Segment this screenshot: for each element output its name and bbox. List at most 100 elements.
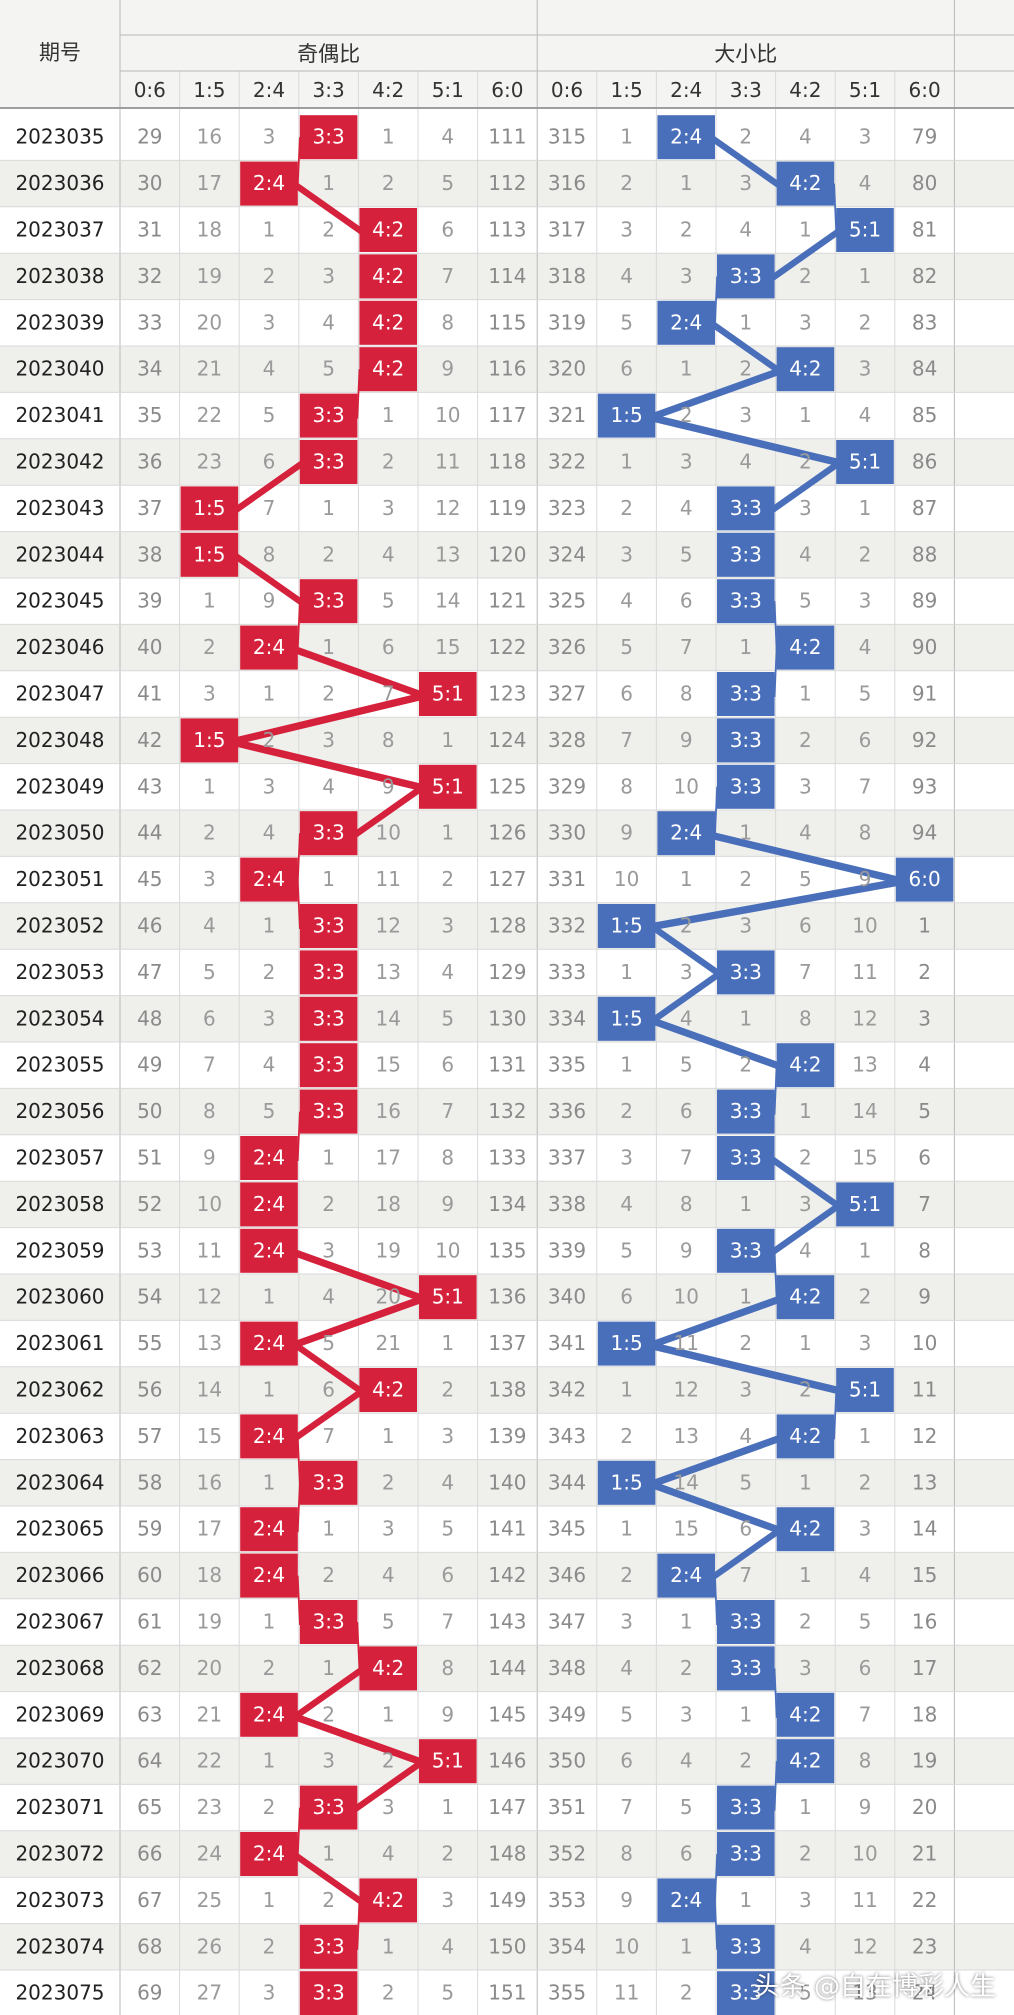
miss-count-cell: 80	[912, 171, 937, 195]
miss-count-cell: 5	[859, 1610, 872, 1634]
odd-even-hit-box	[359, 254, 417, 299]
big-small-hit-box	[717, 764, 775, 809]
miss-count-cell: 11	[197, 1238, 222, 1262]
miss-count-cell: 331	[548, 867, 586, 891]
miss-count-cell: 6	[441, 218, 454, 242]
miss-count-cell: 7	[322, 1424, 335, 1448]
miss-count-cell: 3	[263, 310, 276, 334]
miss-count-cell: 2	[322, 1702, 335, 1726]
miss-count-cell: 8	[680, 1192, 693, 1216]
odd-even-hit-label: 5:1	[432, 682, 464, 706]
miss-count-cell: 5	[799, 1981, 812, 2005]
miss-count-cell: 4	[382, 1563, 395, 1587]
miss-count-cell: 1	[382, 1702, 395, 1726]
miss-count-cell: 353	[548, 1888, 586, 1912]
watermark-text: 头条 @自在博彩人生	[753, 1972, 996, 2002]
period-cell: 2023056	[15, 1099, 104, 1123]
miss-count-cell: 328	[548, 728, 586, 752]
big-small-hit-label: 4:2	[789, 1749, 821, 1773]
miss-count-cell: 41	[137, 682, 162, 706]
period-cell: 2023041	[15, 403, 104, 427]
miss-count-cell: 2	[799, 450, 812, 474]
big-small-hit-label: 3:3	[730, 960, 762, 984]
odd-even-hit-label: 1:5	[193, 496, 225, 520]
miss-count-cell: 1	[322, 171, 335, 195]
miss-count-cell: 60	[137, 1563, 162, 1587]
miss-count-cell: 5	[680, 1795, 693, 1819]
miss-count-cell: 10	[673, 774, 698, 798]
miss-count-cell: 81	[912, 218, 937, 242]
miss-count-cell: 33	[137, 310, 162, 334]
period-cell: 2023045	[15, 589, 104, 613]
miss-count-cell: 1	[263, 914, 276, 938]
period-cell: 2023039	[15, 310, 104, 334]
header-background	[0, 0, 1014, 108]
miss-count-cell: 1	[859, 496, 872, 520]
miss-count-cell: 323	[548, 496, 586, 520]
odd-even-hit-label: 4:2	[372, 310, 404, 334]
miss-count-cell: 11	[852, 1888, 877, 1912]
miss-count-cell: 58	[137, 1470, 162, 1494]
miss-count-cell: 11	[852, 960, 877, 984]
big-small-ratio-header: 2:4	[670, 78, 702, 102]
miss-count-cell: 6	[620, 1749, 633, 1773]
miss-count-cell: 129	[488, 960, 526, 984]
miss-count-cell: 1	[263, 1749, 276, 1773]
miss-count-cell: 22	[912, 1888, 937, 1912]
miss-count-cell: 327	[548, 682, 586, 706]
period-cell: 2023057	[15, 1146, 104, 1170]
miss-count-cell: 123	[488, 682, 526, 706]
odd-even-hit-label: 5:1	[432, 774, 464, 798]
miss-count-cell: 330	[548, 821, 586, 845]
odd-even-ratio-header: 1:5	[193, 78, 225, 102]
miss-count-cell: 4	[739, 1424, 752, 1448]
miss-count-cell: 1	[859, 1238, 872, 1262]
miss-count-cell: 3	[799, 1192, 812, 1216]
period-cell: 2023065	[15, 1517, 104, 1541]
miss-count-cell: 2	[382, 1981, 395, 2005]
miss-count-cell: 3	[739, 1378, 752, 1402]
miss-count-cell: 3	[680, 264, 693, 288]
odd-even-hit-box	[240, 1182, 298, 1227]
miss-count-cell: 1	[799, 1563, 812, 1587]
big-small-hit-box	[776, 1043, 835, 1088]
odd-even-hit-label: 3:3	[313, 1053, 345, 1077]
miss-count-cell: 8	[382, 728, 395, 752]
miss-count-cell: 1	[680, 357, 693, 381]
miss-count-cell: 89	[912, 589, 937, 613]
miss-count-cell: 12	[435, 496, 460, 520]
miss-count-cell: 6	[739, 1517, 752, 1541]
miss-count-cell: 14	[197, 1378, 222, 1402]
miss-count-cell: 9	[441, 1192, 454, 1216]
big-small-hit-box	[597, 393, 656, 438]
row-background	[0, 902, 1014, 950]
period-cell: 2023069	[15, 1702, 104, 1726]
miss-count-cell: 141	[488, 1517, 526, 1541]
miss-count-cell: 2	[263, 264, 276, 288]
big-small-hit-box	[717, 1971, 775, 2015]
miss-count-cell: 29	[137, 125, 162, 149]
miss-count-cell: 3	[620, 1146, 633, 1170]
odd-even-hit-box	[419, 1275, 477, 1320]
miss-count-cell: 3	[441, 1424, 454, 1448]
miss-count-cell: 1	[620, 1378, 633, 1402]
miss-count-cell: 21	[197, 357, 222, 381]
miss-count-cell: 346	[548, 1563, 586, 1587]
miss-count-cell: 5	[739, 1470, 752, 1494]
miss-count-cell: 2	[322, 218, 335, 242]
miss-count-cell: 18	[912, 1702, 937, 1726]
miss-count-cell: 142	[488, 1563, 526, 1587]
miss-count-cell: 4	[203, 914, 216, 938]
big-small-hit-label: 4:2	[789, 1424, 821, 1448]
big-small-group-header: 大小比	[714, 42, 777, 66]
big-small-ratio-header: 4:2	[789, 78, 821, 102]
miss-count-cell: 6	[680, 1842, 693, 1866]
miss-count-cell: 2	[263, 1795, 276, 1819]
big-small-hit-label: 3:3	[730, 774, 762, 798]
miss-count-cell: 9	[620, 821, 633, 845]
big-small-hit-label: 3:3	[730, 589, 762, 613]
miss-count-cell: 11	[614, 1981, 639, 2005]
odd-even-hit-label: 3:3	[313, 1795, 345, 1819]
period-cell: 2023063	[15, 1424, 104, 1448]
odd-even-hit-box	[180, 718, 239, 763]
